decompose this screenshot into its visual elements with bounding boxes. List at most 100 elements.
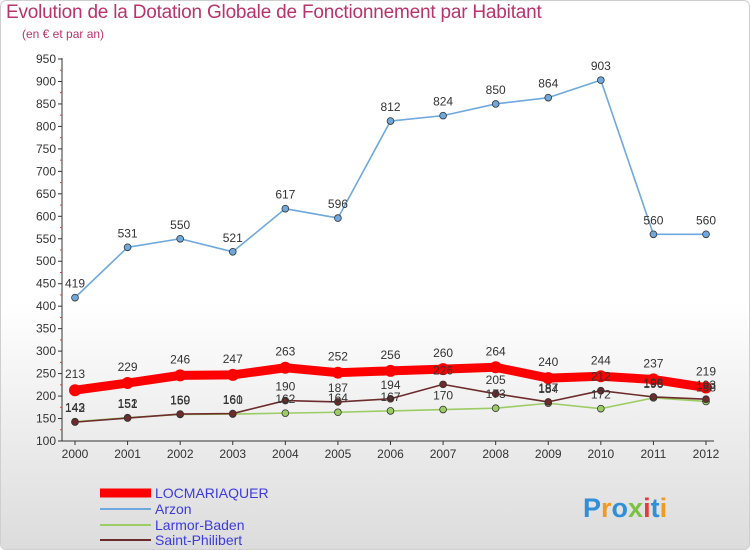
y-tick-label: 100 [36,434,56,448]
data-point [334,214,342,222]
data-label: 850 [486,83,506,97]
data-point [489,361,502,374]
x-tick-label: 2006 [377,447,404,461]
data-point [279,361,292,374]
data-point [386,117,395,125]
y-tick-label: 550 [36,232,56,246]
data-point [281,409,290,417]
data-label: 560 [696,213,716,227]
data-point [491,390,500,398]
data-point [597,386,605,395]
series-layer [69,76,712,426]
data-point [123,243,132,252]
data-label: 212 [591,370,611,384]
data-point [334,398,342,406]
data-label: 162 [275,392,295,406]
data-point [594,370,607,383]
data-point [597,76,605,84]
x-tick-label: 2007 [430,447,457,461]
data-label: 161 [223,393,243,407]
data-point [649,230,658,239]
data-label: 264 [486,344,506,358]
x-tick-label: 2005 [325,447,352,461]
y-tick-label: 900 [36,74,56,88]
chart-subtitle: (en € et par an) [22,27,105,41]
data-point [439,111,447,120]
legend-label: LOCMARIAQUER [155,485,269,501]
y-tick-label: 950 [36,52,56,66]
data-point [702,230,710,239]
legend: LOCMARIAQUERArzonLarmor-BadenSaint-Phili… [100,485,269,548]
data-label: 260 [433,346,453,360]
legend-label: Larmor-Baden [155,517,245,533]
data-label: 237 [643,356,663,370]
data-point [123,414,132,422]
x-tick-label: 2000 [62,447,89,461]
data-label: 617 [275,188,295,202]
data-label: 160 [170,393,190,407]
y-tick-label: 150 [36,412,56,426]
data-point [121,377,134,390]
data-label: 219 [696,365,716,379]
y-tick-label: 650 [36,187,56,201]
x-tick-label: 2003 [219,447,246,461]
data-label: 244 [591,353,611,367]
x-tick-label: 2010 [587,447,614,461]
y-tick-label: 700 [36,164,56,178]
data-point [491,404,500,412]
data-point [226,368,239,381]
data-label: 196 [643,377,663,391]
y-tick-label: 800 [36,119,56,133]
data-label: 246 [170,352,190,366]
data-label: 812 [380,100,400,114]
legend-item: Saint-Philibert [100,532,242,548]
y-tick-label: 500 [36,254,56,268]
data-point [700,381,712,394]
data-point [437,363,450,376]
data-point [702,395,710,404]
data-point [491,100,500,108]
data-label: 170 [433,389,453,403]
data-label: 187 [328,381,348,395]
data-label: 419 [65,277,85,291]
data-label: 184 [538,382,558,396]
y-tick-label: 450 [36,277,56,291]
data-label: 229 [118,360,138,374]
legend-item: Arzon [100,501,192,517]
legend-label: Saint-Philibert [155,532,242,548]
data-label: 188 [696,380,716,394]
data-label: 252 [328,350,348,364]
data-label: 173 [486,387,506,401]
x-tick-label: 2009 [535,447,562,461]
data-point [386,394,395,403]
x-tick-label: 2004 [272,447,299,461]
data-label: 160 [223,393,243,407]
legend-label: Arzon [155,501,192,517]
data-point [647,373,660,386]
data-label: 903 [591,59,611,73]
data-label: 151 [118,397,138,411]
data-point [544,93,553,102]
y-tick-label: 750 [36,142,56,156]
x-tick-label: 2002 [167,447,194,461]
data-label: 213 [65,367,85,381]
proxiti-logo-text: Proxiti [583,493,667,523]
x-tick-label: 2011 [641,447,667,461]
data-label: 256 [380,348,400,362]
data-label: 164 [328,391,348,405]
y-tick-label: 850 [36,97,56,111]
data-label: 159 [170,393,190,407]
data-point [71,418,79,426]
data-label: 550 [170,218,190,232]
data-point [71,293,79,302]
y-tick-label: 200 [36,389,56,403]
data-label: 205 [486,373,506,387]
data-point [281,204,290,213]
data-label: 143 [65,401,85,415]
y-tick-label: 400 [36,299,56,313]
data-label: 190 [275,380,295,394]
data-point [228,247,237,256]
data-point [439,380,447,389]
